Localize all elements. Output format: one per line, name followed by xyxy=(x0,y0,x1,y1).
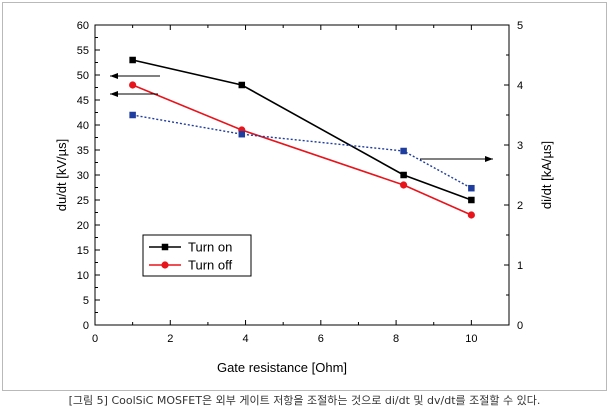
legend-box xyxy=(142,234,252,277)
legend-marker-0 xyxy=(161,243,169,251)
y-right-tick-label: 4 xyxy=(517,80,523,92)
turn-off-left-arrow-head xyxy=(110,91,118,97)
y-left-tick-label: 55 xyxy=(77,45,89,57)
x-tick-label: 8 xyxy=(393,333,399,345)
y-left-tick-label: 5 xyxy=(83,295,89,307)
chart-frame xyxy=(2,2,607,391)
y-left-tick-label: 40 xyxy=(77,120,89,132)
x-tick-label: 0 xyxy=(92,333,98,345)
y-right-tick-label: 3 xyxy=(517,140,523,152)
y-left-tick-label: 0 xyxy=(83,320,89,332)
y-left-axis-label: du/dt [kV/µs] xyxy=(54,139,69,212)
y-left-tick-label: 20 xyxy=(77,220,89,232)
y-left-tick-label: 30 xyxy=(77,170,89,182)
legend-label-1: Turn off xyxy=(188,258,232,273)
data-point-2 xyxy=(400,147,407,155)
data-point-0 xyxy=(400,171,407,179)
legend-label-0: Turn on xyxy=(188,240,232,255)
didt-right-arrow-head xyxy=(485,156,493,162)
data-point-0 xyxy=(129,56,136,64)
series-layer xyxy=(129,56,475,219)
y-left-tick-label: 45 xyxy=(77,95,89,107)
x-tick-label: 6 xyxy=(318,333,324,345)
y-left-tick-label: 60 xyxy=(77,20,89,32)
y-right-tick-label: 5 xyxy=(517,20,523,32)
data-point-0 xyxy=(468,196,475,204)
plot-border xyxy=(94,24,510,326)
y-left-tick-label: 15 xyxy=(77,245,89,257)
data-point-1 xyxy=(400,181,408,189)
y-right-tick-label: 2 xyxy=(517,200,523,212)
y-right-axis-label: di/dt [kA/µs] xyxy=(539,141,554,209)
x-tick-label: 2 xyxy=(167,333,173,345)
y-right-tick-label: 1 xyxy=(517,260,523,272)
series-line-1 xyxy=(132,84,472,216)
data-point-2 xyxy=(129,111,136,119)
legend: Turn on Turn off xyxy=(142,234,252,277)
data-point-2 xyxy=(238,130,246,138)
x-axis-label: Gate resistance [Ohm] xyxy=(217,360,347,375)
series-line-0 xyxy=(132,59,472,201)
y-left-tick-label: 25 xyxy=(77,195,89,207)
legend-marker-1 xyxy=(161,261,169,269)
data-point-1 xyxy=(467,211,475,219)
axis-arrows xyxy=(110,73,493,162)
data-point-1 xyxy=(129,81,137,89)
y-right-tick-label: 0 xyxy=(517,320,523,332)
data-point-0 xyxy=(238,81,246,89)
data-point-2 xyxy=(468,184,475,192)
y-left-tick-label: 50 xyxy=(77,70,89,82)
y-left-tick-label: 35 xyxy=(77,145,89,157)
turn-on-left-arrow-head xyxy=(110,73,118,79)
series-line-2 xyxy=(132,114,472,189)
figure-caption: [그림 5] CoolSiC MOSFET은 외부 게이트 저항을 조절하는 것… xyxy=(68,394,541,407)
x-tick-label: 10 xyxy=(465,333,477,345)
y-left-tick-label: 10 xyxy=(77,270,89,282)
x-tick-label: 4 xyxy=(242,333,248,345)
